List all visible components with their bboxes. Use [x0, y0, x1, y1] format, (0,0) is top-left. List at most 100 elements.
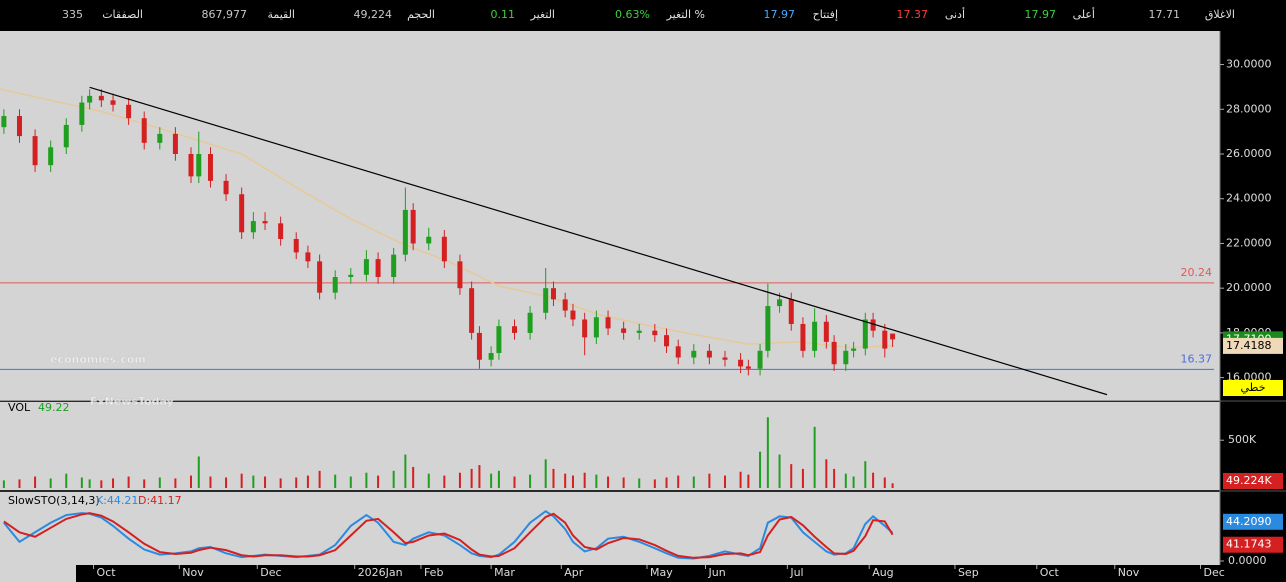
candle-body [831, 341, 837, 365]
candle-body [402, 209, 408, 255]
stochastic-line [3, 512, 894, 559]
x-tick-label: Jun [707, 566, 725, 579]
candle-body [391, 254, 397, 277]
candle-body [862, 319, 868, 349]
candle-body [207, 154, 213, 181]
y-tick-label: 30.0000 [1226, 58, 1272, 71]
candle-body [250, 221, 256, 233]
stat-value: 867,977 [202, 8, 248, 21]
trendline [89, 86, 1108, 396]
candle-body [48, 147, 54, 166]
x-tick-label: Oct [97, 566, 117, 579]
volume-bar [692, 476, 695, 488]
stat-value: 0.63% [615, 8, 650, 21]
axis-corner [0, 565, 76, 582]
volume-bar [544, 459, 547, 488]
candle-body [126, 104, 132, 119]
trendline-label: خطي [1241, 381, 1266, 394]
candle-body [278, 223, 284, 239]
stochastic-marker [1223, 536, 1283, 553]
x-tick-label: 2026Jan [358, 566, 403, 579]
volume-bar [392, 470, 395, 488]
volume-bar [766, 417, 769, 488]
volume-bar [225, 477, 228, 488]
candle-body [172, 133, 178, 154]
candle-body [363, 259, 369, 275]
y-tick-label: 26.0000 [1226, 147, 1272, 160]
price-marker-label: 17.4188 [1226, 339, 1272, 352]
stochastic-marker-label: 44.2090 [1226, 515, 1272, 528]
volume-bar [279, 478, 282, 488]
volume-bar [127, 476, 130, 488]
candle-body [636, 330, 642, 333]
volume-bar [252, 475, 255, 488]
volume-bar [872, 472, 875, 488]
stat-label: أدنى [945, 7, 965, 21]
volume-bar [490, 473, 493, 488]
volume-bar [100, 480, 103, 488]
candle-body [800, 323, 806, 351]
y-tick-label: 500K [1228, 433, 1257, 446]
candle-body [63, 124, 69, 148]
volume-bar [607, 476, 610, 488]
candle-body [196, 154, 202, 177]
stochastic-marker [1223, 513, 1283, 530]
volume-bar [747, 474, 750, 488]
volume-bar [478, 465, 481, 488]
candle-body [570, 310, 576, 320]
candle-body [652, 330, 658, 336]
volume-marker [1223, 473, 1283, 489]
stat-label: الحجم [407, 8, 435, 21]
volume-bar [143, 479, 146, 488]
volume-bar [412, 466, 415, 488]
volume-bar [264, 476, 267, 488]
legend-entry: K:44.21 [96, 494, 138, 507]
trendline-tag [1223, 380, 1283, 396]
volume-bar [653, 479, 656, 488]
candle-body [16, 115, 22, 137]
stat-value: 17.97 [1025, 8, 1057, 21]
candle-body [757, 350, 763, 369]
candle-body [706, 350, 712, 358]
volume-bar [622, 477, 625, 488]
candle-body [441, 236, 447, 262]
candle-body [605, 317, 611, 329]
x-tick-label: Oct [1040, 566, 1060, 579]
candle-body [527, 312, 533, 333]
volume-title: VOL [8, 401, 31, 414]
candle-body [664, 335, 670, 347]
stat-label: القيمة [267, 8, 295, 21]
volume-marker-label: 49.224K [1226, 474, 1272, 487]
candle-body [812, 321, 818, 351]
candle-body [317, 261, 323, 293]
watermark: FxNewsToday [90, 395, 174, 408]
stat-label: الصفقات [102, 8, 143, 21]
x-tick-label: Mar [494, 566, 515, 579]
stat-value: 17.71 [1149, 8, 1181, 21]
candle-body [1, 115, 7, 128]
volume-bar [470, 468, 473, 488]
candle-body [293, 238, 299, 253]
candle-body [738, 359, 744, 367]
x-tick-label: Feb [424, 566, 443, 579]
candle-body [110, 100, 116, 105]
candle-body [562, 299, 568, 311]
volume-bar [349, 476, 352, 488]
stat-value: 335 [62, 8, 83, 21]
volume-bar [443, 475, 446, 488]
x-tick-label: May [650, 566, 673, 579]
candle-body [691, 350, 697, 358]
volume-bar [833, 468, 836, 488]
candle-body [777, 299, 783, 307]
volume-bar [708, 473, 711, 488]
y-tick-label: 24.0000 [1226, 192, 1272, 205]
stochastic-marker-label: 41.1743 [1226, 538, 1272, 551]
candle-body [141, 118, 147, 143]
candle-body [675, 346, 681, 358]
volume-bar [158, 477, 161, 488]
volume-bar [427, 473, 430, 488]
candle-body [543, 288, 549, 313]
volume-bar [739, 471, 742, 488]
volume-bar [883, 477, 886, 488]
